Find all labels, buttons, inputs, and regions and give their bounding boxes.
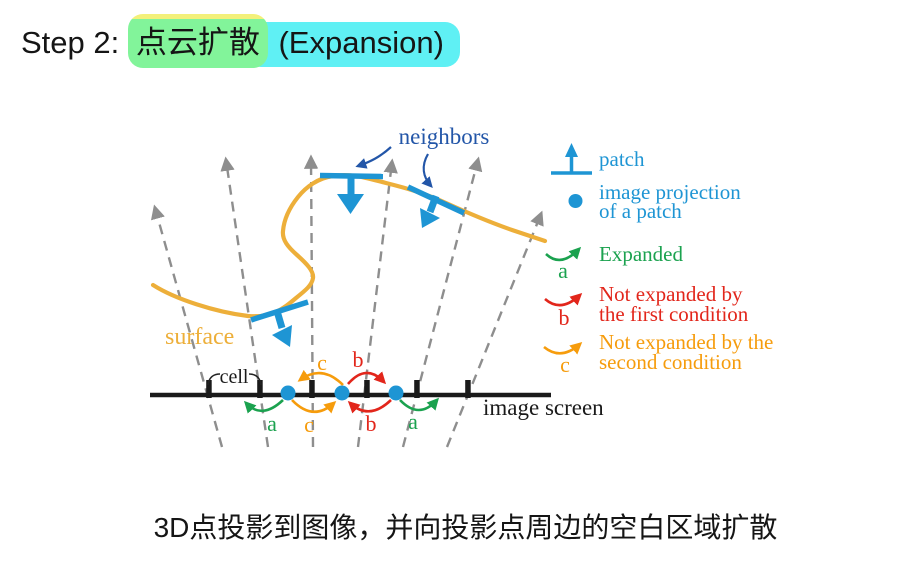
image-screen-label: image screen [483, 395, 604, 420]
image-screen: cell image screen [150, 366, 604, 420]
surface-label: surface [165, 324, 234, 350]
projected-point [388, 385, 404, 401]
cell-tick [206, 380, 212, 398]
cell-brace-right [248, 373, 262, 386]
caption: 3D点投影到图像，并向投影点周边的空白区域扩散 [153, 512, 778, 543]
ray-1 [150, 204, 224, 448]
legend-letter-b: b [559, 305, 570, 330]
projected-point [334, 385, 350, 401]
cell-brace-left [207, 373, 221, 386]
patch-arrowhead-top [337, 194, 364, 214]
cell-label: cell [220, 366, 249, 388]
cell-tick [414, 380, 420, 398]
neighbors-pointer-arrow-2 [421, 153, 433, 189]
letter-b-below: b [366, 411, 377, 436]
title-highlighted-cyan: (Expansion) [245, 22, 460, 67]
legend-patch-label: patch [599, 147, 645, 171]
legend-letter-a: a [558, 258, 568, 283]
legend-patch-arrowhead [565, 143, 578, 157]
patch-normal-arrows [272, 178, 440, 347]
projection-rays [150, 154, 544, 448]
legend-projection-label-line2: of a patch [599, 199, 682, 223]
patch-arrowhead-left [272, 325, 292, 347]
ray-4 [356, 158, 398, 448]
arc-b-below [347, 399, 392, 414]
ray-5 [401, 156, 483, 448]
neighbors-label: neighbors [399, 124, 490, 149]
legend-projection-dot [568, 194, 583, 208]
letter-b-above: b [353, 347, 364, 372]
slide-title: Step 2: 点云扩散 (Expansion) [21, 14, 460, 68]
neighbors-callout: neighbors [355, 124, 490, 189]
arc-c-above [297, 369, 344, 386]
arc-a-below-left [243, 399, 284, 414]
legend-patch-symbol [551, 143, 592, 175]
arc-b-above [347, 371, 387, 385]
letter-c-above: c [317, 350, 327, 375]
legend-not-second-line1: Not expanded by the [599, 330, 773, 354]
patch-arrow-left [273, 310, 286, 329]
legend-arc-b [544, 292, 583, 307]
projected-points [280, 385, 404, 401]
cell-tick [257, 380, 263, 398]
letter-c-below: c [304, 412, 314, 437]
legend-not-first-line1: Not expanded by [599, 282, 743, 306]
projected-point [280, 385, 296, 401]
legend-arc-c [543, 342, 583, 355]
legend-expanded-label: Expanded [599, 242, 683, 266]
ray-6 [445, 210, 544, 448]
cell-ticks [206, 380, 471, 398]
legend-projection-label-line1: image projection [599, 180, 741, 204]
ray-3 [303, 154, 319, 448]
legend-letter-c: c [560, 352, 570, 377]
cell-tick [309, 380, 315, 398]
cell-tick [364, 380, 370, 398]
legend-arc-a [545, 246, 582, 262]
title-highlighted-green: 点云扩散 [127, 14, 268, 68]
title-prefix: Step 2: [21, 25, 128, 60]
legend-not-second-line2: second condition [599, 350, 742, 374]
legend-not-first-line2: the first condition [599, 302, 749, 326]
cell-tick [465, 380, 471, 398]
expansion-arrow-letters: c b a c b a [267, 347, 418, 437]
expansion-arrows [243, 369, 440, 414]
letter-a-below-left: a [267, 411, 277, 436]
patch-arrow-right [426, 194, 440, 214]
patch-arrowhead-right [420, 208, 440, 228]
patch-segment-top [319, 172, 384, 180]
arc-c-below [291, 399, 337, 414]
arc-a-below-right [399, 397, 440, 412]
legend: patch image projection of a patch a Expa… [543, 143, 773, 377]
neighbors-pointer-arrow-1 [355, 146, 392, 169]
ray-2 [220, 156, 270, 448]
letter-a-below-right: a [408, 409, 418, 434]
